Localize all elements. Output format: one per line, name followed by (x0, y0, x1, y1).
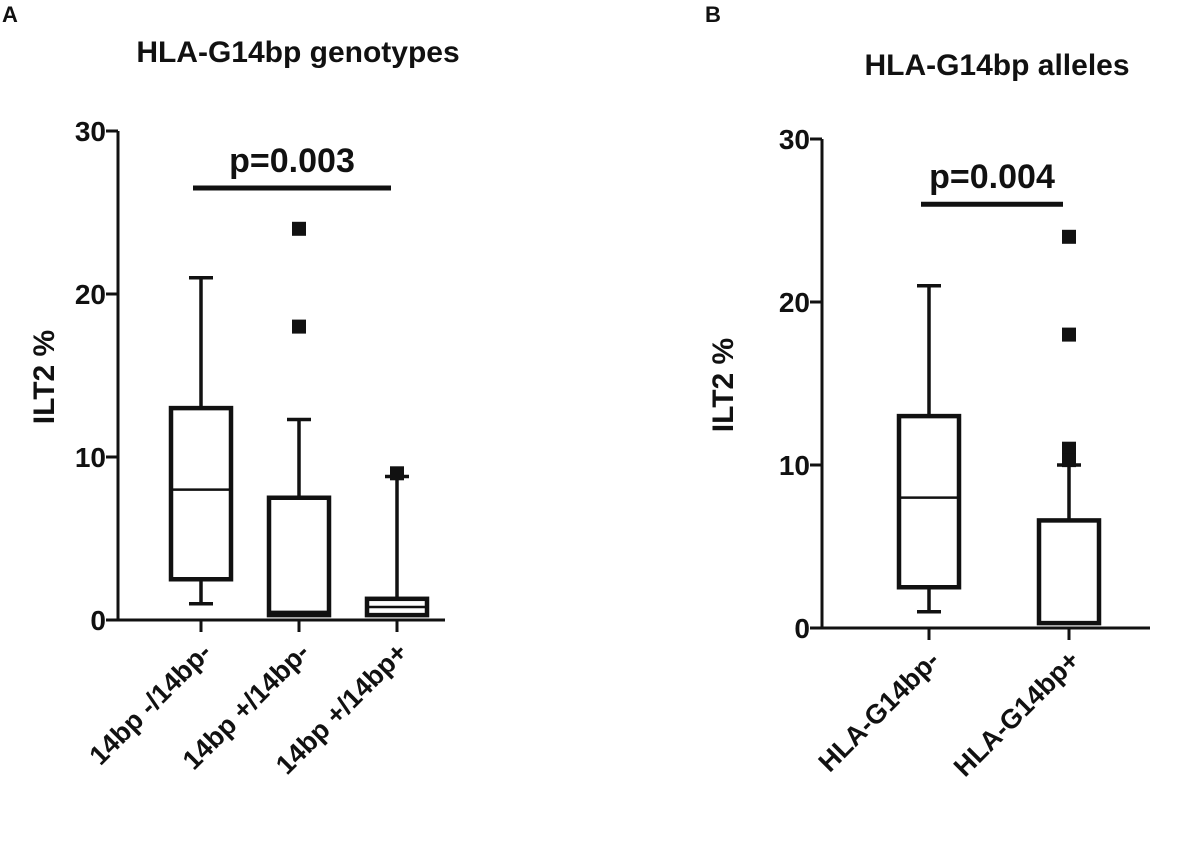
y-tick-label: 10 (75, 442, 106, 473)
box-iqr (266, 495, 332, 618)
outlier-point (1062, 229, 1076, 244)
outlier-point (1062, 441, 1076, 456)
y-tick-label: 0 (90, 605, 106, 636)
box-plot-2 (1036, 229, 1102, 626)
panel-a: A HLA-G14bp genotypes ILT2 % 0 10 20 30 14b… (2, 2, 460, 780)
y-tick-label: 20 (75, 279, 106, 310)
category-label: HLA-G14bp- (813, 645, 946, 778)
box-plot-1 (168, 275, 234, 606)
y-tick-label: 10 (779, 450, 810, 481)
y-tick-label: 0 (794, 613, 810, 644)
panel-a-letter: A (2, 2, 18, 27)
panel-a-category-labels: 14bp -/14bp-14bp +/14bp-14bp +/14bp+ (84, 637, 414, 780)
outlier-point (1062, 453, 1076, 468)
y-tick-label: 30 (779, 124, 810, 155)
panel-a-boxes (168, 221, 430, 618)
outlier-point (390, 466, 404, 481)
outlier-point (292, 319, 306, 334)
y-tick-label: 30 (75, 116, 106, 147)
box-plot-2 (266, 221, 332, 618)
panel-b-letter: B (705, 2, 721, 27)
panel-a-p-value: p=0.003 (229, 142, 355, 180)
panel-b-category-labels: HLA-G14bp- HLA-G14bp+ (813, 645, 1086, 782)
panel-b-p-value: p=0.004 (929, 158, 1055, 196)
box-iqr (168, 405, 234, 582)
box-plot-3 (364, 466, 430, 618)
panel-b-significance: p=0.004 (921, 158, 1063, 207)
panel-a-title: HLA-G14bp genotypes (136, 36, 459, 69)
outlier-point (1062, 327, 1076, 342)
box-plot-1 (896, 283, 962, 614)
panel-b: B HLA-G14bp alleles ILT2 % 0 10 20 30 HLA-G… (705, 2, 1150, 782)
box-iqr (896, 413, 962, 590)
outlier-point (292, 221, 306, 236)
panel-b-y-axis-label: ILT2 % (707, 338, 740, 432)
panel-a-y-ticks: 0 10 20 30 (75, 116, 399, 636)
category-label: HLA-G14bp+ (948, 645, 1085, 782)
panel-b-y-ticks: 0 10 20 30 (779, 124, 1071, 644)
panel-b-axes (820, 139, 1150, 630)
panel-a-axes (116, 131, 445, 622)
y-tick-label: 20 (779, 287, 810, 318)
box-iqr (1036, 518, 1102, 626)
panel-b-title: HLA-G14bp alleles (864, 49, 1129, 82)
panel-a-y-axis-label: ILT2 % (28, 330, 61, 424)
panel-b-boxes (896, 229, 1102, 626)
panel-a-significance: p=0.003 (193, 142, 391, 191)
